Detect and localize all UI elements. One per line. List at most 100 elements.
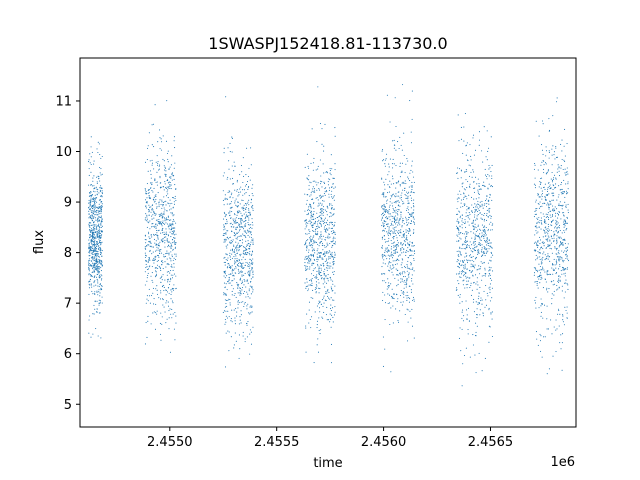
data-point xyxy=(394,144,396,146)
data-point xyxy=(100,223,102,225)
data-point xyxy=(410,213,412,215)
data-point xyxy=(224,216,226,218)
data-point xyxy=(250,343,253,345)
data-point xyxy=(471,259,473,261)
data-point xyxy=(155,273,158,275)
data-point xyxy=(403,281,405,283)
data-point xyxy=(229,236,231,239)
data-point xyxy=(231,242,233,244)
data-point xyxy=(326,319,328,321)
data-point xyxy=(390,215,392,217)
data-point xyxy=(489,300,492,302)
data-point xyxy=(236,226,238,228)
data-point xyxy=(413,270,415,272)
data-point xyxy=(91,252,93,254)
data-point xyxy=(170,289,172,291)
data-point xyxy=(533,216,535,218)
data-point xyxy=(238,235,240,238)
data-point xyxy=(328,203,331,205)
data-point xyxy=(391,288,393,290)
data-point xyxy=(461,244,463,246)
data-point xyxy=(536,244,538,246)
data-point xyxy=(175,242,177,244)
data-point xyxy=(311,198,313,201)
data-point xyxy=(100,242,102,244)
data-point xyxy=(170,298,172,300)
data-point xyxy=(90,260,92,262)
data-point xyxy=(329,179,331,181)
data-point xyxy=(556,221,558,223)
data-point xyxy=(312,236,314,238)
data-point xyxy=(474,210,476,212)
data-point xyxy=(460,273,463,275)
data-point xyxy=(387,254,389,256)
data-point xyxy=(558,258,560,260)
data-point xyxy=(535,254,537,256)
data-point xyxy=(537,218,539,221)
data-point xyxy=(88,263,90,265)
data-point xyxy=(483,126,485,128)
data-point xyxy=(480,299,482,302)
data-point xyxy=(91,271,93,274)
data-point xyxy=(394,195,396,197)
data-point xyxy=(227,266,229,268)
data-point xyxy=(153,201,155,203)
data-point xyxy=(480,297,482,299)
data-point xyxy=(413,199,415,201)
data-point xyxy=(539,239,541,241)
data-point xyxy=(93,250,96,252)
data-point xyxy=(477,298,479,300)
data-point xyxy=(88,239,90,241)
data-point xyxy=(227,238,229,240)
data-point xyxy=(324,286,326,288)
data-point xyxy=(396,195,398,197)
data-point xyxy=(319,255,321,257)
data-point xyxy=(144,235,146,237)
data-point xyxy=(156,293,159,295)
data-point xyxy=(558,278,560,280)
data-point xyxy=(169,231,171,233)
data-point xyxy=(235,246,237,248)
data-point xyxy=(242,221,244,223)
data-point xyxy=(322,283,324,285)
data-point xyxy=(562,314,564,316)
data-point xyxy=(557,308,560,310)
data-point xyxy=(562,269,564,271)
data-point xyxy=(487,295,489,297)
data-point xyxy=(412,217,414,219)
data-point xyxy=(154,179,156,181)
data-point xyxy=(320,224,322,226)
data-point xyxy=(561,369,563,371)
data-point xyxy=(397,320,399,322)
data-point xyxy=(166,191,168,193)
data-point xyxy=(172,227,174,229)
data-point xyxy=(466,235,468,237)
data-point xyxy=(304,282,306,284)
data-point xyxy=(479,286,481,289)
data-point xyxy=(562,168,564,171)
data-point xyxy=(99,154,101,156)
data-point xyxy=(317,248,319,250)
data-point xyxy=(239,261,241,264)
data-point xyxy=(92,255,94,258)
data-point xyxy=(312,230,315,232)
data-point xyxy=(490,256,492,258)
data-point xyxy=(308,284,310,286)
data-point xyxy=(92,244,94,246)
data-point xyxy=(223,261,225,263)
data-point xyxy=(172,233,174,235)
data-point xyxy=(306,313,308,315)
data-point xyxy=(316,305,318,307)
data-point xyxy=(474,240,477,243)
data-point xyxy=(563,128,566,130)
data-point xyxy=(251,207,253,209)
data-point xyxy=(316,228,318,230)
data-point xyxy=(151,124,153,126)
data-point xyxy=(147,268,150,270)
data-point xyxy=(153,168,155,170)
data-point xyxy=(161,259,163,262)
data-point xyxy=(482,235,485,237)
data-point xyxy=(567,183,569,185)
data-point xyxy=(99,189,101,192)
data-point xyxy=(171,228,173,230)
